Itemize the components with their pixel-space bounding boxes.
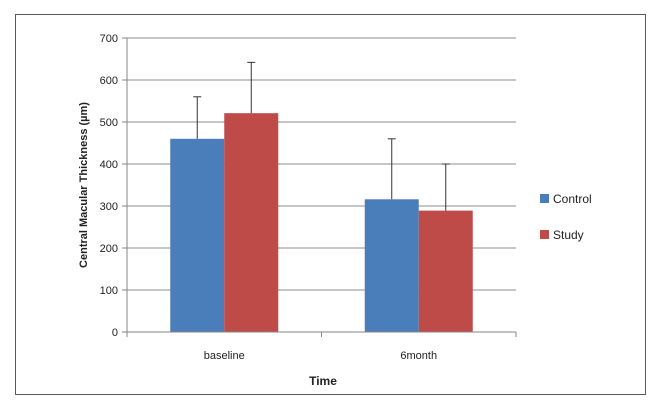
bars: [170, 61, 473, 333]
tick-labels: 0 100 200 300 400 500 600 700 baseline 6month: [100, 33, 517, 362]
y-tick-label: 200: [100, 243, 118, 255]
bar-study-6month: [418, 210, 473, 332]
legend-label-study: Study: [553, 228, 584, 242]
y-axis-title: Central Macular Thickness (µm): [78, 102, 90, 268]
y-tick-label: 300: [100, 201, 118, 213]
y-tick-label: 0: [112, 327, 118, 339]
x-tick-label: baseline: [204, 350, 245, 362]
y-tick-label: 100: [100, 285, 118, 297]
y-tick-label: 500: [100, 117, 118, 129]
bar-control-6month: [364, 199, 419, 332]
x-axis-title: Time: [309, 374, 337, 388]
x-tick-label: 6month: [400, 350, 437, 362]
y-tick-label: 400: [100, 159, 118, 171]
y-tick-label: 600: [100, 75, 118, 87]
bar-study-baseline: [224, 113, 279, 333]
legend-swatch-study: [540, 230, 549, 239]
bar-control-baseline: [170, 138, 225, 332]
legend: Control Study: [540, 192, 592, 242]
legend-swatch-control: [540, 194, 549, 203]
legend-label-control: Control: [553, 192, 592, 206]
y-tick-label: 700: [100, 33, 118, 45]
